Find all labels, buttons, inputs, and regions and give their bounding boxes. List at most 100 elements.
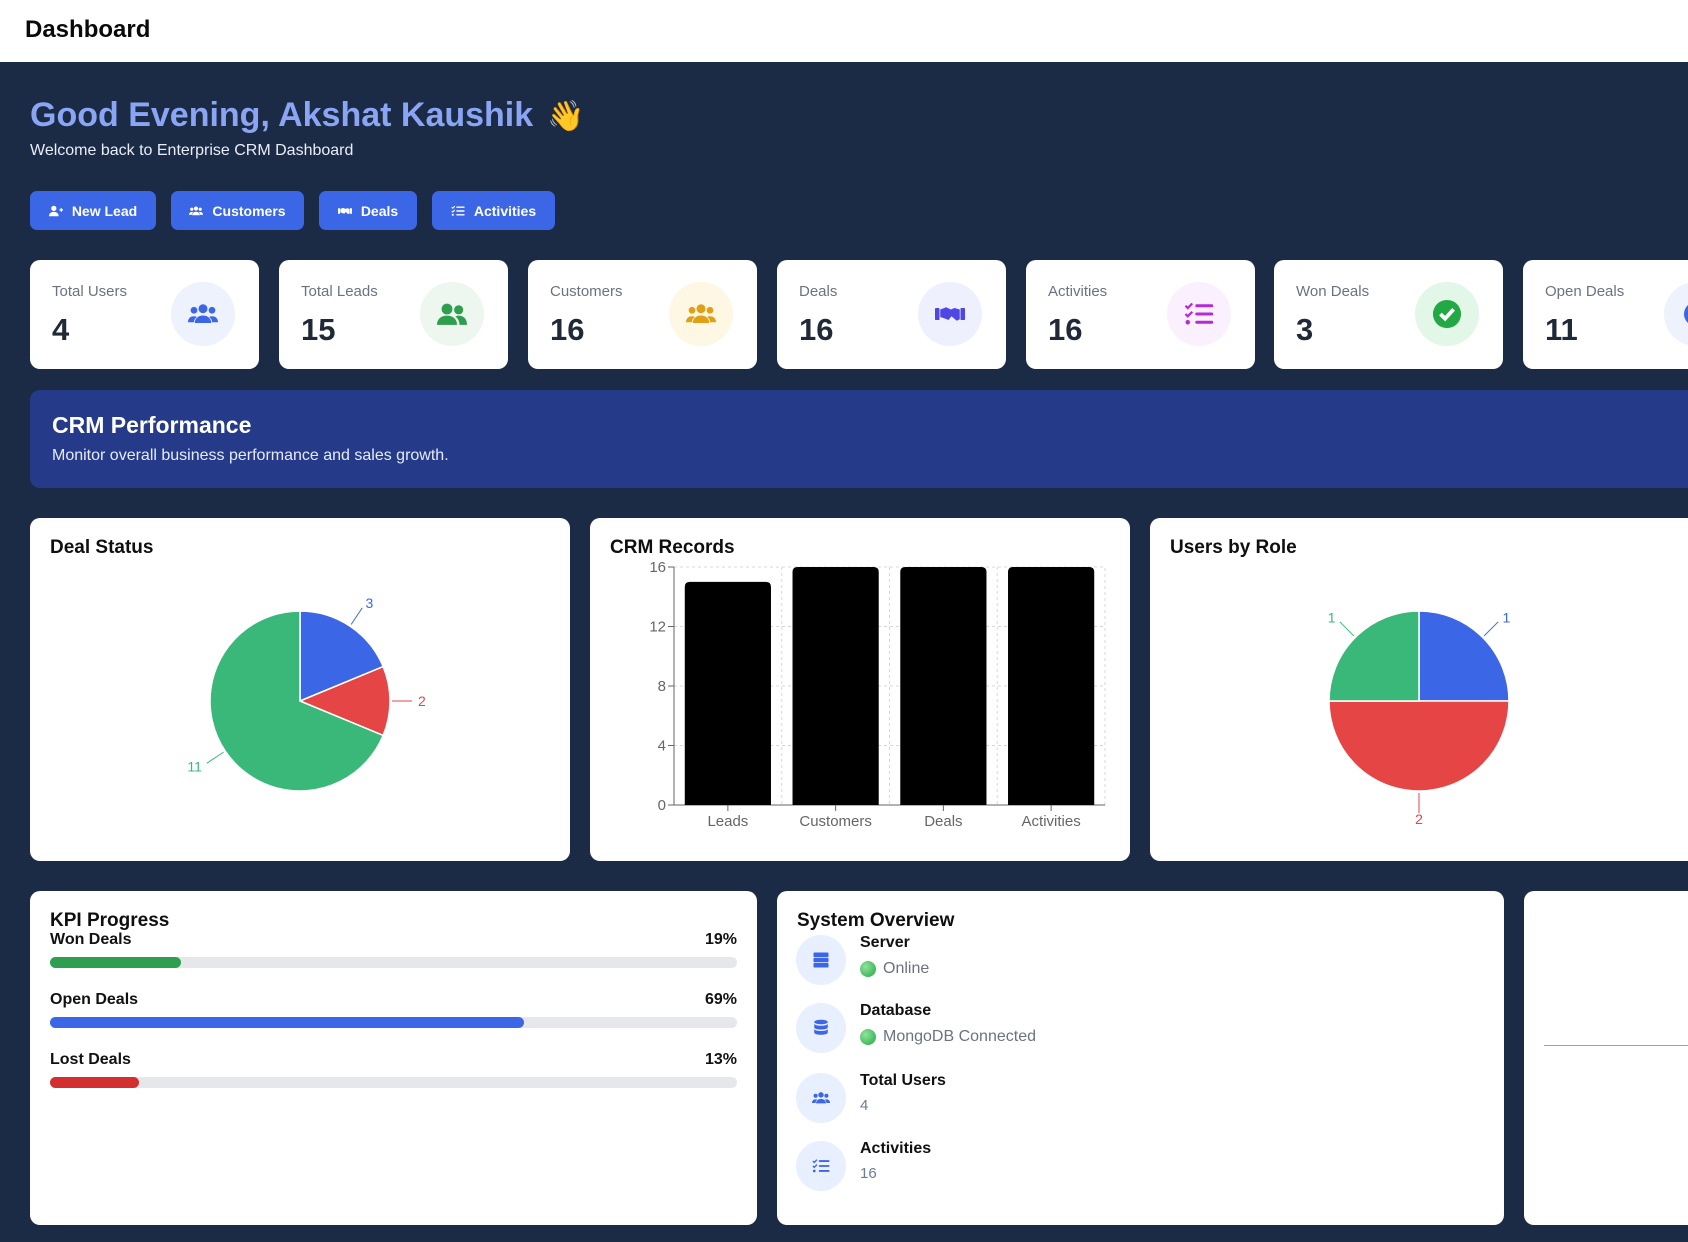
- deal-status-pie-chart[interactable]: 3 2 11: [30, 518, 570, 861]
- card-title: Deal Status: [50, 537, 154, 558]
- y-tick-label-1: 4: [658, 738, 666, 755]
- kpi-percent: 13%: [704, 1051, 737, 1068]
- users-icon: [796, 1073, 846, 1123]
- users-by-role-data-label-1: 2: [1415, 811, 1423, 827]
- page-title: Dashboard: [25, 16, 151, 43]
- database-icon: [796, 1003, 846, 1053]
- crm-records-bar-chart[interactable]: 0 4 8 12 16 Leads Customers Deals Activities: [590, 518, 1130, 861]
- stat-label: Total Leads: [301, 283, 378, 300]
- stat-card-customers[interactable]: Customers 16: [528, 260, 757, 369]
- card-title: CRM Records: [610, 537, 735, 558]
- new-lead-button[interactable]: New Lead: [30, 191, 156, 230]
- deal-status-label-line-2: [206, 751, 224, 764]
- deal-status-data-label-0: 3: [366, 595, 374, 611]
- kpi-progress-card: KPI Progress Won Deals 19% Open Deals 69…: [30, 891, 757, 1225]
- x-tick-label-0: Leads: [707, 813, 748, 830]
- users-icon: [171, 282, 235, 346]
- system-item-title: Activities: [860, 1140, 932, 1157]
- users-icon: [189, 204, 203, 218]
- status-text: MongoDB Connected: [883, 1028, 1036, 1045]
- kpi-percent: 19%: [704, 931, 737, 948]
- stat-card-won-deals[interactable]: Won Deals 3: [1274, 260, 1503, 369]
- stat-card-open-deals[interactable]: Open Deals 11: [1523, 260, 1688, 369]
- banner-title: CRM Performance: [52, 412, 252, 438]
- progress-fill: [50, 1077, 140, 1088]
- stat-value: 3: [1296, 312, 1314, 347]
- user-group-icon: [420, 282, 484, 346]
- deal-status-label-line-0: [350, 607, 363, 625]
- customers-button[interactable]: Customers: [171, 191, 304, 230]
- progress-fill: [50, 1017, 525, 1028]
- y-tick-label-4: 16: [649, 559, 666, 576]
- server-icon: [796, 935, 846, 985]
- list-check-icon: [796, 1141, 846, 1191]
- stat-label: Activities: [1048, 283, 1108, 300]
- users-by-role-label-line-2: [1339, 621, 1355, 637]
- new-lead-label: New Lead: [71, 202, 138, 219]
- progress-track: [50, 957, 737, 968]
- crm-performance-banner: CRM Performance Monitor overall business…: [30, 390, 1688, 488]
- stat-card-activities[interactable]: Activities 16: [1026, 260, 1255, 369]
- stat-value: 16: [550, 312, 585, 347]
- status-dot-icon: [860, 961, 876, 977]
- stat-label: Deals: [799, 283, 838, 300]
- deals-button[interactable]: Deals: [319, 191, 417, 230]
- users-by-role-data-label-0: 1: [1502, 610, 1510, 626]
- users-by-role-card: Users by Role 1 2 1: [1150, 518, 1688, 861]
- customers-label: Customers: [212, 202, 286, 219]
- system-item-total-users: Total Users 4: [796, 1072, 1396, 1133]
- stat-card-total-users[interactable]: Total Users 4: [30, 260, 259, 369]
- system-item-server: Server Online: [796, 934, 1396, 995]
- users-by-role-data-label-2: 1: [1328, 610, 1336, 626]
- activities-label: Activities: [473, 202, 537, 219]
- greeting-heading: Good Evening, Akshat Kaushik 👋: [30, 96, 585, 135]
- status-dot-icon: [860, 1029, 876, 1045]
- users-by-role-pie-chart[interactable]: 1 2 1: [1150, 518, 1688, 861]
- handshake-icon: [918, 282, 982, 346]
- x-tick-label-1: Customers: [799, 813, 872, 830]
- activities-button[interactable]: Activities: [432, 191, 555, 230]
- system-item-value: 4: [860, 1097, 869, 1114]
- handshake-icon: [338, 204, 352, 218]
- stat-value: 16: [799, 312, 834, 347]
- list-check-icon: [1167, 282, 1231, 346]
- system-item-value: 16: [860, 1165, 877, 1182]
- deal-status-slice-0[interactable]: [299, 610, 385, 703]
- progress-track: [50, 1077, 737, 1088]
- kpi-label: Won Deals: [50, 931, 132, 948]
- y-tick-label-3: 12: [649, 619, 666, 636]
- bar-customers[interactable]: [792, 567, 879, 805]
- stat-value: 11: [1545, 312, 1578, 347]
- stat-card-deals[interactable]: Deals 16: [777, 260, 1006, 369]
- deal-status-slice-1[interactable]: [298, 665, 391, 737]
- clock-icon: [1664, 282, 1688, 346]
- deal-status-data-label-1: 2: [418, 693, 426, 709]
- stat-label: Won Deals: [1296, 283, 1370, 300]
- system-item-activities: Activities 16: [796, 1140, 1396, 1201]
- deals-label: Deals: [360, 202, 399, 219]
- system-item-database: Database MongoDB Connected: [796, 1002, 1396, 1063]
- kpi-label: Lost Deals: [50, 1051, 131, 1068]
- kpi-label: Open Deals: [50, 991, 139, 1008]
- bar-leads[interactable]: [684, 581, 771, 805]
- bar-deals[interactable]: [900, 567, 987, 805]
- card-title: KPI Progress: [50, 910, 170, 931]
- users-by-role-slice-0[interactable]: [1418, 610, 1510, 702]
- crm-records-card: CRM Records 0 4 8 12 16 Leads Customers Deals Ac…: [590, 518, 1130, 861]
- bar-activities[interactable]: [1008, 567, 1095, 805]
- deal-status-card: Deal Status 3 2 11: [30, 518, 570, 861]
- welcome-subtitle: Welcome back to Enterprise CRM Dashboard: [30, 142, 354, 159]
- y-tick-label-0: 0: [658, 797, 666, 814]
- stat-value: 4: [52, 312, 70, 347]
- stat-card-total-leads[interactable]: Total Leads 15: [279, 260, 508, 369]
- users-by-role-slice-1[interactable]: [1328, 700, 1510, 792]
- system-item-title: Total Users: [860, 1072, 946, 1089]
- x-tick-label-3: Activities: [1022, 813, 1081, 830]
- users-by-role-slice-2[interactable]: [1328, 610, 1420, 702]
- deal-status-data-label-2: 11: [187, 759, 202, 775]
- user-plus-icon: [49, 204, 63, 218]
- deal-status-slice-2[interactable]: [209, 610, 385, 792]
- users-by-role-label-line-0: [1483, 621, 1499, 637]
- stat-value: 16: [1048, 312, 1083, 347]
- progress-fill: [50, 957, 181, 968]
